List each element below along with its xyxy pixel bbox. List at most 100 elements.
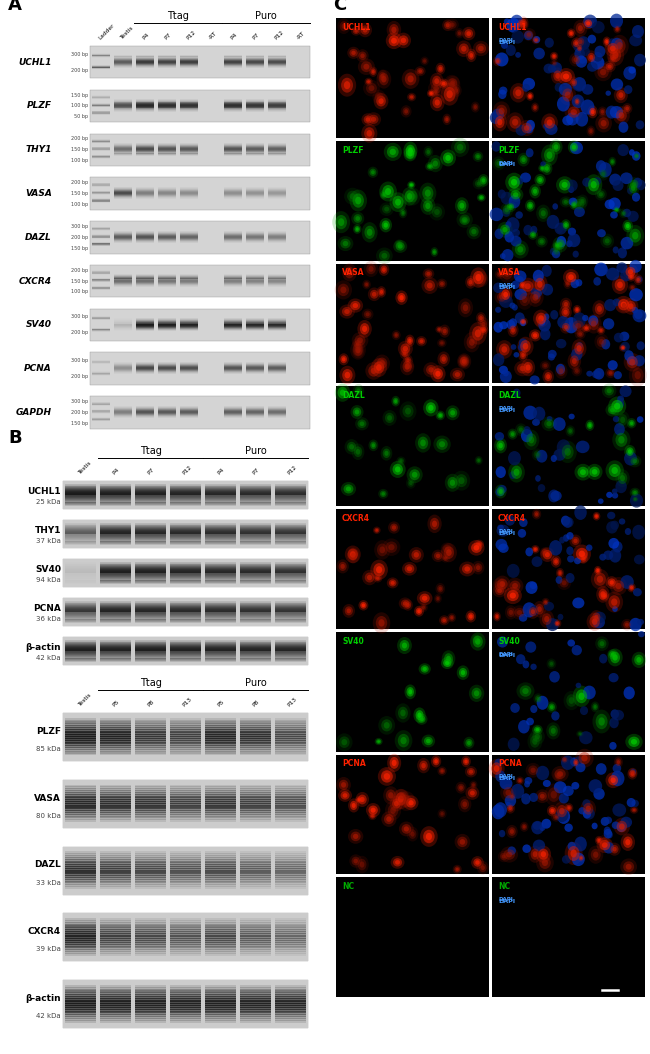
Text: P4: P4 [142, 33, 150, 41]
Bar [170, 806, 202, 809]
Ellipse shape [619, 519, 625, 525]
Text: DAPI: DAPI [498, 897, 513, 902]
Ellipse shape [475, 330, 481, 337]
Ellipse shape [529, 607, 537, 617]
Ellipse shape [344, 309, 350, 314]
Bar [268, 371, 286, 372]
Bar [135, 814, 166, 817]
Ellipse shape [472, 687, 482, 699]
Ellipse shape [526, 581, 538, 594]
Bar [135, 862, 166, 865]
Bar [133, 780, 168, 827]
Ellipse shape [606, 44, 624, 66]
Ellipse shape [443, 619, 446, 622]
Ellipse shape [611, 652, 614, 656]
Text: VASA: VASA [342, 269, 365, 277]
Bar [65, 880, 96, 883]
Ellipse shape [341, 238, 350, 249]
Bar [275, 880, 306, 883]
Bar [135, 578, 166, 580]
Bar [205, 862, 236, 865]
Ellipse shape [571, 38, 581, 50]
Bar [240, 603, 271, 605]
Bar [114, 275, 132, 276]
Text: 150 bp: 150 bp [71, 191, 88, 196]
Bar [65, 1007, 96, 1010]
Bar [65, 526, 96, 528]
Bar [268, 327, 286, 328]
Ellipse shape [593, 617, 605, 628]
Ellipse shape [358, 419, 367, 428]
Bar [240, 531, 271, 533]
Ellipse shape [532, 725, 543, 735]
Bar [99, 542, 131, 544]
Ellipse shape [566, 532, 573, 540]
Ellipse shape [627, 768, 638, 780]
Bar [135, 1016, 166, 1019]
Ellipse shape [576, 112, 588, 126]
Bar [65, 660, 96, 662]
Bar [275, 796, 306, 799]
Ellipse shape [558, 241, 563, 248]
Bar [65, 748, 96, 752]
Bar [158, 61, 176, 63]
Ellipse shape [510, 116, 521, 129]
Ellipse shape [614, 87, 628, 103]
Bar [246, 410, 265, 411]
Bar [158, 236, 176, 237]
Ellipse shape [519, 613, 527, 622]
Ellipse shape [399, 794, 404, 799]
Bar [275, 564, 306, 566]
Ellipse shape [630, 422, 633, 425]
Bar [65, 953, 96, 956]
Ellipse shape [493, 585, 506, 598]
Bar [99, 531, 131, 533]
Bar [99, 525, 131, 527]
Ellipse shape [355, 335, 365, 346]
Bar [275, 496, 306, 499]
Bar [65, 604, 96, 606]
Ellipse shape [588, 178, 599, 192]
Bar [203, 520, 238, 548]
Bar [158, 59, 176, 60]
Ellipse shape [416, 608, 422, 614]
Bar [205, 788, 236, 792]
Bar [180, 324, 198, 325]
Bar [135, 651, 166, 653]
Ellipse shape [550, 662, 553, 666]
Ellipse shape [366, 803, 380, 817]
Bar [240, 660, 271, 662]
Ellipse shape [471, 101, 480, 113]
Ellipse shape [612, 180, 623, 191]
Ellipse shape [580, 857, 582, 859]
Bar [275, 996, 306, 999]
Ellipse shape [624, 353, 641, 371]
Bar [246, 325, 265, 326]
Bar [240, 568, 271, 570]
Bar [99, 727, 131, 729]
Ellipse shape [374, 354, 390, 372]
Ellipse shape [493, 113, 507, 132]
Bar [273, 559, 308, 587]
Bar [240, 812, 271, 815]
Text: CXCR4: CXCR4 [28, 928, 61, 936]
Bar [275, 790, 306, 793]
Bar [99, 500, 131, 502]
Bar [90, 352, 310, 385]
Ellipse shape [572, 853, 585, 866]
Ellipse shape [391, 396, 400, 407]
Bar [99, 951, 131, 954]
Ellipse shape [576, 308, 578, 312]
Ellipse shape [530, 605, 539, 616]
Ellipse shape [350, 193, 356, 199]
Ellipse shape [408, 181, 415, 189]
Bar [224, 328, 242, 329]
Bar [170, 618, 202, 620]
Bar [205, 940, 236, 943]
Bar [99, 659, 131, 661]
Ellipse shape [369, 813, 377, 820]
Bar [99, 854, 131, 856]
Ellipse shape [571, 348, 582, 360]
Bar [205, 951, 236, 954]
Bar [135, 647, 166, 649]
